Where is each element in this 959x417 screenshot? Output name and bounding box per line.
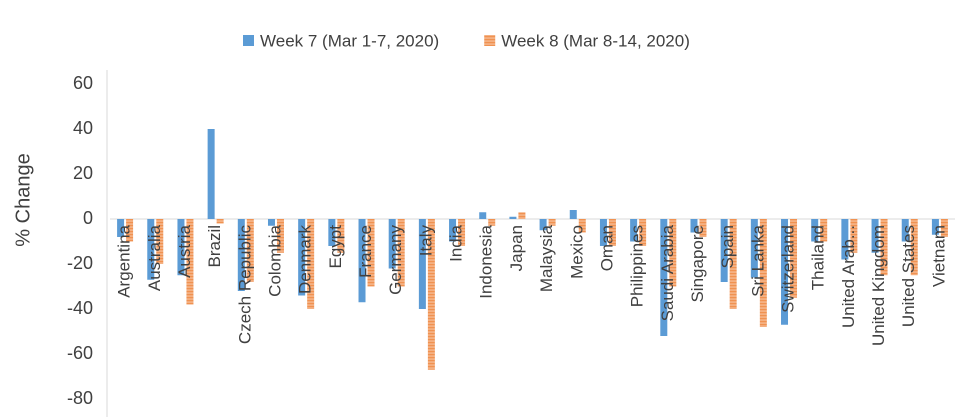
bar bbox=[397, 219, 405, 287]
bar bbox=[940, 219, 948, 237]
bar bbox=[458, 219, 466, 246]
bar bbox=[639, 219, 647, 246]
bar bbox=[871, 219, 879, 253]
bar bbox=[750, 219, 758, 278]
bar bbox=[418, 219, 426, 309]
bar bbox=[216, 219, 224, 224]
bar bbox=[880, 219, 888, 276]
bar bbox=[358, 219, 366, 303]
x-tick-label: Mexico bbox=[567, 225, 586, 279]
bar bbox=[790, 219, 798, 298]
bar bbox=[276, 219, 284, 253]
bar bbox=[901, 219, 909, 242]
y-tick-label: 0 bbox=[83, 208, 93, 228]
bar bbox=[518, 212, 526, 219]
bar bbox=[237, 219, 245, 291]
x-tick-label: Saudi Arabia bbox=[658, 224, 677, 321]
x-tick-label: Philippines bbox=[628, 225, 647, 307]
y-tick-label: -40 bbox=[67, 298, 93, 318]
x-tick-label: France bbox=[356, 225, 375, 278]
bar bbox=[207, 129, 215, 219]
bar bbox=[117, 219, 125, 237]
bar bbox=[599, 219, 607, 246]
bar bbox=[539, 219, 547, 231]
bar bbox=[298, 219, 306, 296]
bar bbox=[367, 219, 375, 287]
x-tick-label: Brazil bbox=[205, 225, 224, 268]
bar bbox=[811, 219, 819, 242]
bar bbox=[781, 219, 789, 325]
x-tick-label: Argentina bbox=[115, 224, 134, 297]
x-tick-label: Denmark bbox=[296, 225, 315, 294]
bar bbox=[156, 219, 164, 264]
bar bbox=[177, 219, 185, 276]
x-tick-label: Vietnam bbox=[929, 225, 948, 287]
bar bbox=[479, 212, 487, 219]
x-tick-label: United Kingdom bbox=[869, 225, 888, 346]
y-tick-label: 60 bbox=[73, 73, 93, 93]
bar bbox=[699, 219, 707, 237]
bar bbox=[841, 219, 849, 260]
legend-swatch bbox=[243, 35, 254, 46]
y-tick-label: -20 bbox=[67, 253, 93, 273]
y-tick-label: 40 bbox=[73, 118, 93, 138]
x-tick-label: Japan bbox=[507, 225, 526, 271]
bar bbox=[759, 219, 767, 327]
bar bbox=[509, 216, 517, 219]
bar bbox=[931, 219, 939, 235]
legend-label: Week 7 (Mar 1-7, 2020) bbox=[260, 31, 439, 50]
bar bbox=[720, 219, 728, 282]
x-tick-label: Australia bbox=[145, 224, 164, 291]
y-tick-label: 20 bbox=[73, 163, 93, 183]
bar bbox=[548, 219, 556, 226]
bar bbox=[267, 219, 275, 226]
x-tick-label: Thailand bbox=[809, 225, 828, 290]
x-tick-label: United States bbox=[899, 225, 918, 327]
bar bbox=[608, 219, 616, 246]
x-tick-label: Colombia bbox=[265, 224, 284, 296]
bar bbox=[328, 219, 336, 246]
x-tick-label: Austria bbox=[175, 224, 194, 277]
legend-label: Week 8 (Mar 8-14, 2020) bbox=[501, 31, 690, 50]
bar bbox=[427, 219, 435, 370]
x-tick-label: Malaysia bbox=[537, 224, 556, 292]
x-tick-label: Indonesia bbox=[477, 224, 496, 298]
bar bbox=[669, 219, 677, 287]
x-tick-label: Switzerland bbox=[779, 225, 798, 313]
bar bbox=[729, 219, 737, 309]
x-tick-label: Spain bbox=[718, 225, 737, 268]
x-tick-label: Singapore bbox=[688, 225, 707, 303]
bar bbox=[449, 219, 457, 242]
bar bbox=[630, 219, 638, 242]
bar bbox=[660, 219, 668, 336]
bar bbox=[690, 219, 698, 233]
bar bbox=[820, 219, 828, 242]
bar bbox=[186, 219, 194, 305]
bar bbox=[910, 219, 918, 276]
x-tick-label: India bbox=[447, 224, 466, 261]
bar bbox=[388, 219, 396, 269]
bar bbox=[126, 219, 134, 242]
bar bbox=[147, 219, 155, 280]
bar bbox=[337, 219, 345, 253]
x-tick-label: United Arab... bbox=[839, 225, 858, 328]
x-tick-label: Italy bbox=[416, 225, 435, 257]
bar bbox=[488, 219, 496, 226]
x-tick-label: Egypt bbox=[326, 225, 345, 269]
y-tick-label: -60 bbox=[67, 343, 93, 363]
y-tick-label: -80 bbox=[67, 388, 93, 408]
bar bbox=[569, 210, 577, 219]
bar bbox=[578, 219, 586, 233]
x-tick-label: Germany bbox=[386, 225, 405, 295]
legend-swatch bbox=[484, 35, 496, 46]
x-tick-label: Oman bbox=[597, 225, 616, 271]
bar bbox=[307, 219, 315, 309]
bar bbox=[850, 219, 858, 253]
bar bbox=[246, 219, 254, 282]
y-axis-label: % Change bbox=[12, 153, 34, 246]
x-tick-label: Czech Republic bbox=[235, 225, 254, 345]
x-tick-label: Sri Lanka bbox=[748, 224, 767, 296]
